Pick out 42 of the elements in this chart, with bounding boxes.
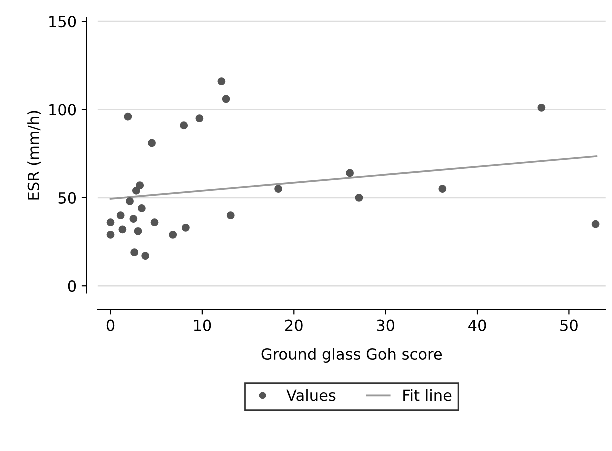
point xyxy=(118,226,127,234)
y-axis-title: ESR (mm/h) xyxy=(28,111,42,200)
point xyxy=(180,122,188,130)
point xyxy=(169,231,178,239)
point xyxy=(138,204,146,212)
point xyxy=(218,78,226,86)
x-tick-label: 10 xyxy=(194,320,212,332)
point xyxy=(592,220,600,228)
point xyxy=(150,218,159,227)
legend-label: Fit line xyxy=(404,389,452,402)
x-tick-label: 50 xyxy=(560,320,578,332)
point xyxy=(116,212,125,220)
point xyxy=(130,215,138,224)
point xyxy=(438,185,447,194)
point xyxy=(355,194,364,202)
y-tick-label: 0 xyxy=(68,280,76,292)
point xyxy=(126,197,134,206)
x-tick-label: 40 xyxy=(468,320,486,332)
point xyxy=(182,224,190,232)
point xyxy=(106,231,115,239)
point xyxy=(132,186,140,195)
point xyxy=(196,114,204,123)
x-tick-label: 20 xyxy=(286,320,303,332)
point xyxy=(226,212,235,220)
point xyxy=(106,218,115,227)
legend-label: Values xyxy=(286,389,336,402)
point xyxy=(538,104,546,112)
point xyxy=(346,169,354,178)
point xyxy=(142,252,150,260)
point xyxy=(124,112,132,121)
y-tick-label: 50 xyxy=(58,192,76,204)
point xyxy=(134,227,142,236)
x-axis-title: Ground glass Goh score xyxy=(262,348,442,363)
point xyxy=(148,139,156,148)
x-tick-label: 30 xyxy=(377,320,395,332)
point xyxy=(274,185,282,194)
point xyxy=(222,95,230,104)
point xyxy=(130,248,139,257)
y-tick-label: 150 xyxy=(50,16,76,28)
point xyxy=(136,182,144,190)
x-tick-label: 0 xyxy=(106,320,115,332)
y-tick-label: 100 xyxy=(50,104,76,116)
